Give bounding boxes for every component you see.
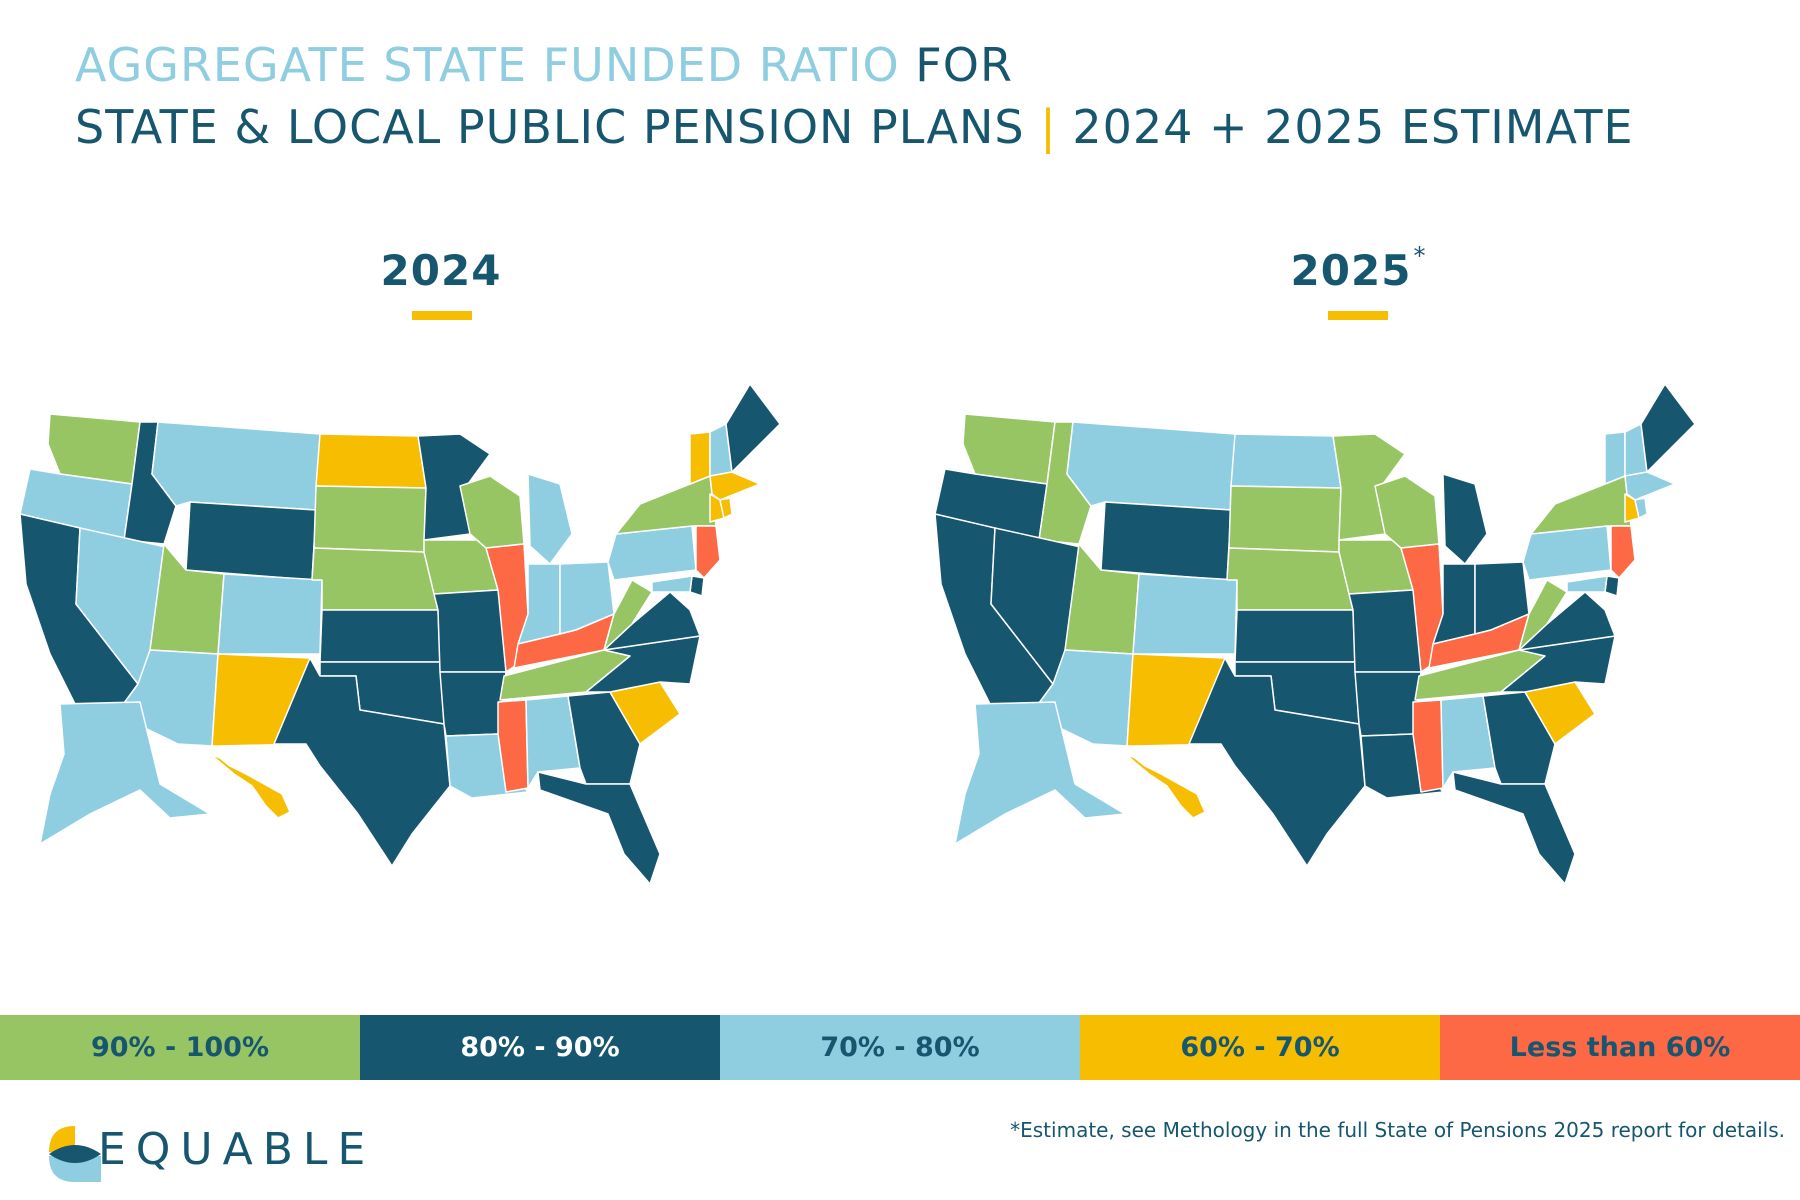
state-ma [1624, 471, 1676, 501]
state-sd [1228, 485, 1342, 553]
state-vt [689, 431, 711, 485]
state-vt [1604, 431, 1626, 485]
title-line-2-rest: 2024 + 2025 ESTIMATE [1072, 100, 1634, 154]
state-hi [1124, 753, 1206, 819]
state-nd [315, 433, 427, 489]
year-underline [1328, 311, 1388, 320]
state-mt [1066, 421, 1236, 511]
legend-less-than-60: Less than 60% [1440, 1015, 1800, 1080]
state-wv [1518, 579, 1568, 651]
state-wi [459, 475, 525, 549]
title-highlight: AGGREGATE STATE FUNDED RATIO [75, 38, 900, 92]
footnote: *Estimate, see Methology in the full Sta… [1010, 1118, 1785, 1142]
state-ri [1634, 497, 1648, 519]
state-wy [185, 501, 317, 581]
map-year-label: 2025 [1290, 246, 1412, 295]
equable-logo-text: EQUABLE [98, 1124, 376, 1175]
state-hi [209, 753, 291, 819]
state-fl [1452, 771, 1576, 885]
us-map-2024 [19, 383, 781, 885]
state-md [651, 575, 693, 593]
state-nj [695, 525, 721, 579]
map-2024-heading: 2024 [292, 246, 592, 320]
legend-90-100: 90% - 100% [0, 1015, 360, 1080]
legend: 90% - 100% 80% - 90% 70% - 80% 60% - 70%… [0, 1015, 1800, 1080]
state-al [525, 695, 581, 789]
title-separator: | [1040, 100, 1057, 154]
state-ar [1354, 671, 1422, 737]
state-nj [1610, 525, 1636, 579]
state-wi [1374, 475, 1440, 549]
state-nc [1500, 635, 1616, 693]
state-mi [1442, 473, 1488, 565]
state-ak [954, 701, 1126, 845]
legend-60-70: 60% - 70% [1080, 1015, 1440, 1080]
state-nc [585, 635, 701, 693]
title-line-2-main: STATE & LOCAL PUBLIC PENSION PLANS [75, 100, 1025, 154]
title-line-2: STATE & LOCAL PUBLIC PENSION PLANS | 202… [75, 96, 1634, 158]
state-tx [273, 657, 451, 867]
state-ne [1226, 547, 1354, 611]
page-title: AGGREGATE STATE FUNDED RATIO FOR STATE &… [75, 34, 1634, 158]
states-group [934, 383, 1696, 885]
state-al [1440, 695, 1496, 789]
state-md [1566, 575, 1608, 593]
state-nd [1230, 433, 1342, 489]
state-co [1132, 573, 1238, 655]
state-ma [709, 471, 761, 501]
state-ks [1234, 609, 1356, 663]
state-wy [1100, 501, 1232, 581]
states-group [19, 383, 781, 885]
state-me [725, 383, 781, 473]
state-fl [537, 771, 661, 885]
state-ri [719, 497, 733, 519]
state-sd [313, 485, 427, 553]
state-ms [1412, 699, 1444, 793]
state-ak [39, 701, 211, 845]
state-ks [319, 609, 441, 663]
title-line-1: AGGREGATE STATE FUNDED RATIO FOR [75, 34, 1634, 96]
state-wv [603, 579, 653, 651]
state-tx [1188, 657, 1366, 867]
state-ne [311, 547, 439, 611]
legend-70-80: 70% - 80% [720, 1015, 1080, 1080]
year-underline [412, 311, 472, 320]
legend-80-90: 80% - 90% [360, 1015, 720, 1080]
state-ms [497, 699, 529, 793]
state-pa [1522, 525, 1612, 581]
equable-logo-icon [49, 1126, 101, 1182]
state-ar [439, 671, 507, 737]
us-map-2025 [934, 383, 1696, 885]
state-mi [527, 473, 573, 565]
state-mt [151, 421, 321, 511]
state-co [217, 573, 323, 655]
state-pa [607, 525, 697, 581]
state-me [1640, 383, 1696, 473]
map-year-asterisk: * [1413, 242, 1426, 270]
title-line-1-rest: FOR [915, 38, 1013, 92]
map-year-label: 2024 [380, 246, 502, 295]
map-2025-heading: 2025* [1208, 242, 1508, 320]
